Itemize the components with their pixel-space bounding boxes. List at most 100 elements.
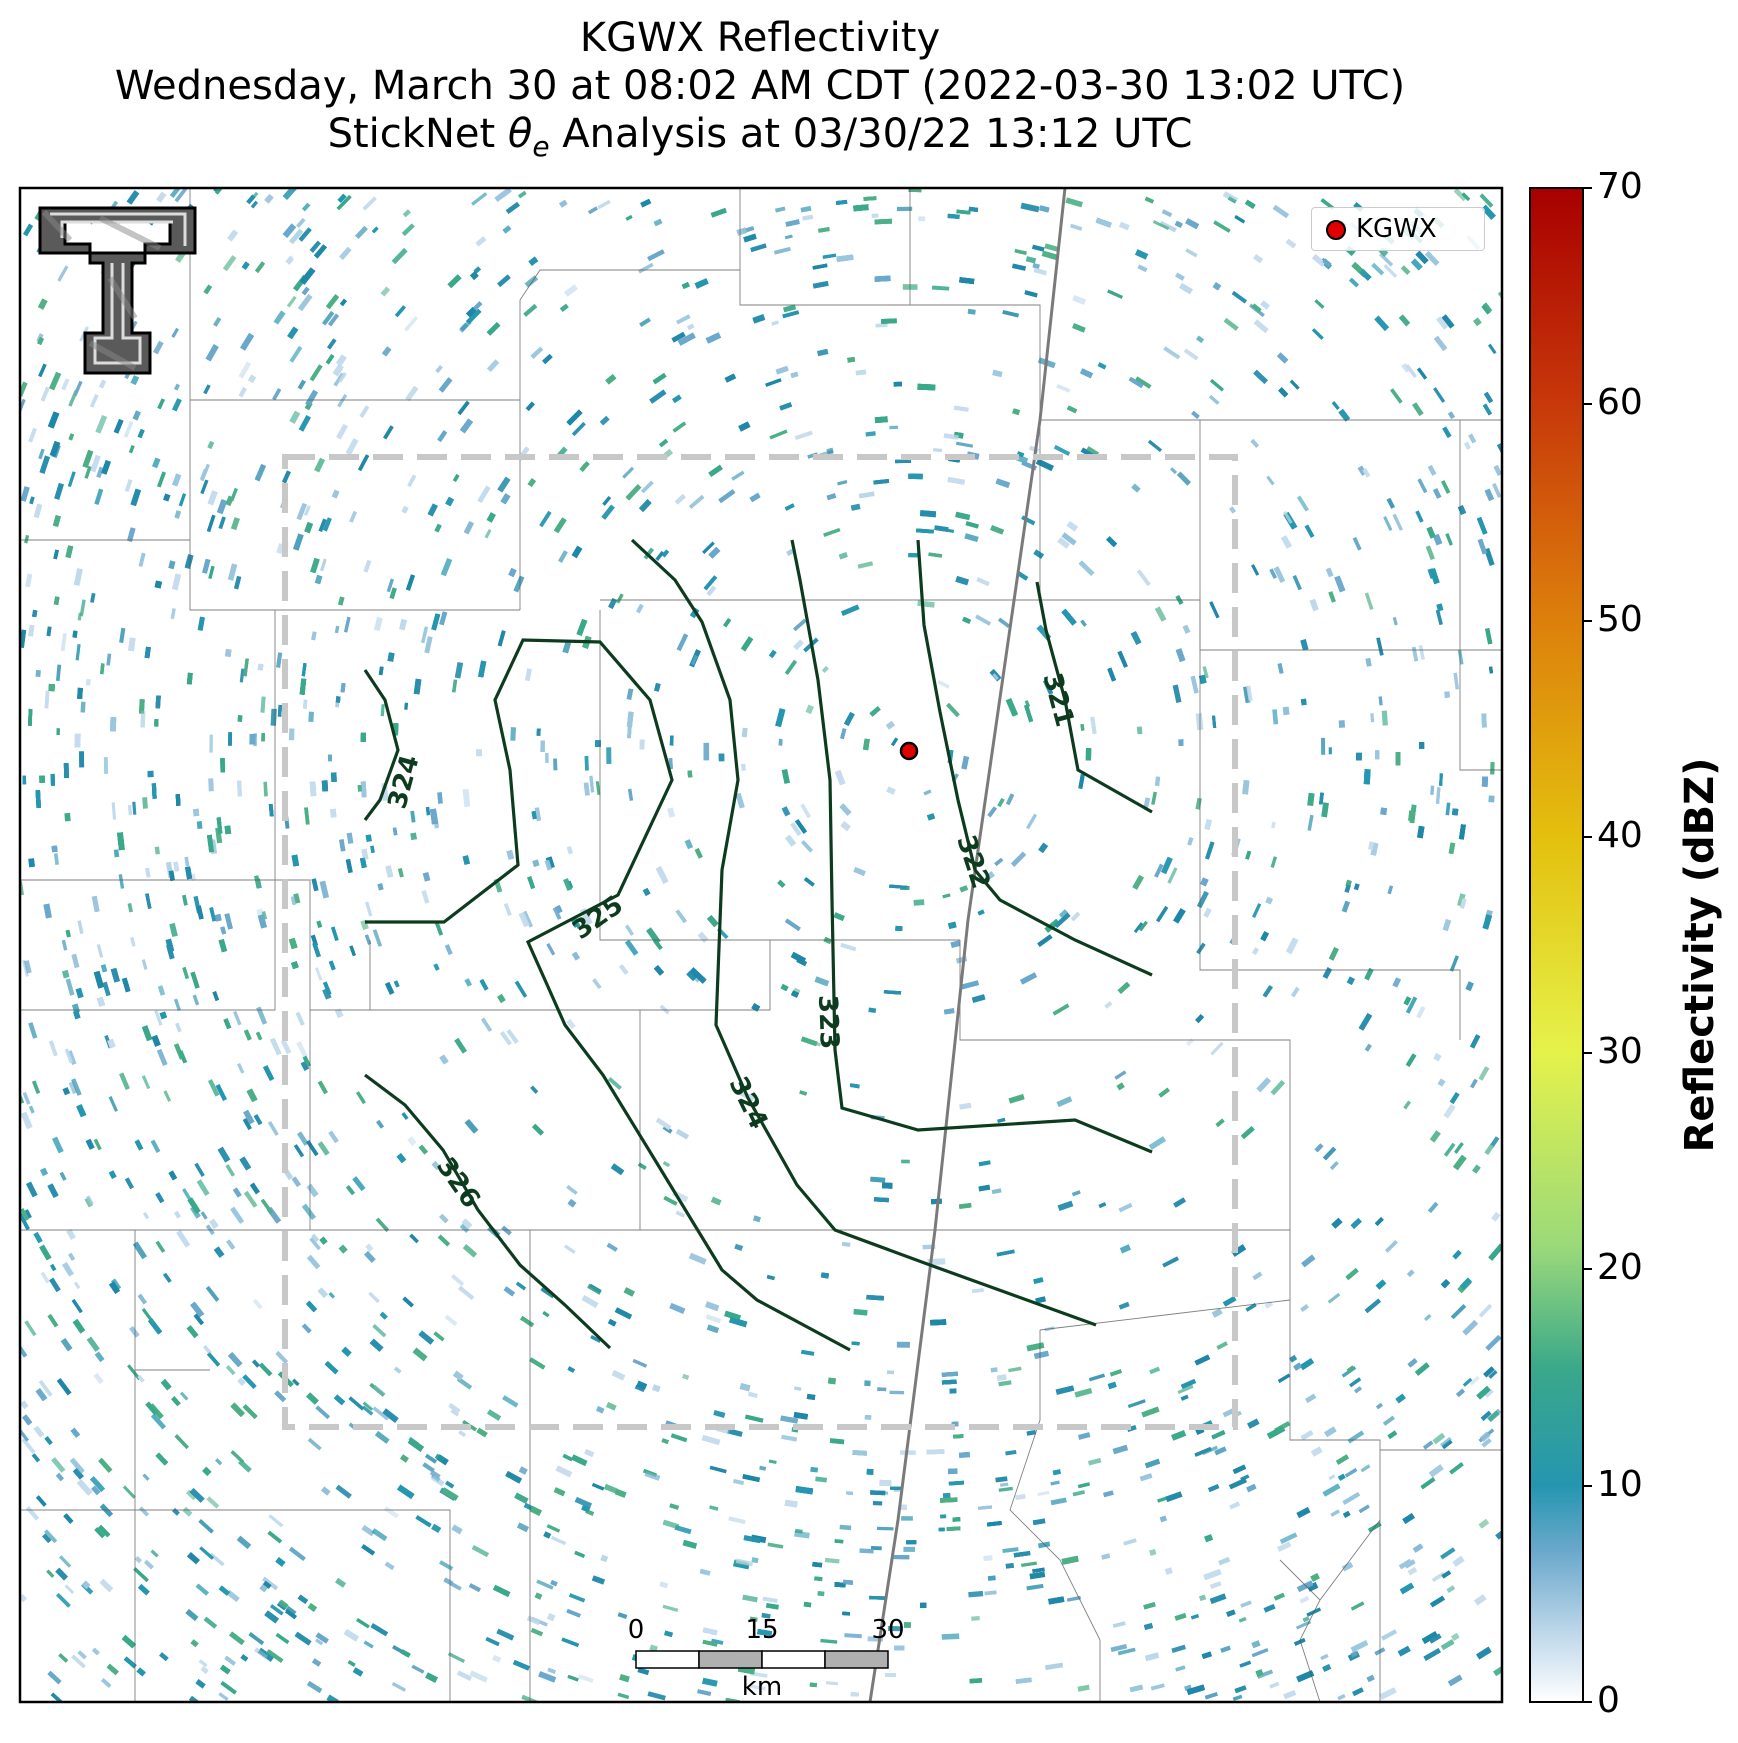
reflectivity-gate bbox=[163, 1090, 172, 1102]
reflectivity-gate bbox=[31, 1080, 41, 1094]
reflectivity-gate bbox=[1375, 1402, 1383, 1410]
reflectivity-gate bbox=[1171, 1644, 1186, 1653]
reflectivity-gate bbox=[1159, 1515, 1168, 1523]
reflectivity-gate bbox=[903, 1546, 915, 1552]
reflectivity-gate bbox=[1446, 1585, 1456, 1594]
reflectivity-gate bbox=[706, 1324, 720, 1334]
reflectivity-gate bbox=[773, 246, 791, 255]
reflectivity-gate bbox=[206, 1496, 220, 1509]
reflectivity-gate bbox=[1493, 464, 1502, 477]
reflectivity-gate bbox=[1462, 1319, 1479, 1336]
reflectivity-gate bbox=[85, 678, 91, 686]
reflectivity-gate bbox=[269, 1604, 284, 1616]
reflectivity-gate bbox=[1410, 258, 1423, 271]
reflectivity-gate bbox=[300, 1060, 310, 1071]
reflectivity-gate bbox=[288, 728, 295, 741]
reflectivity-gate bbox=[431, 1523, 442, 1534]
reflectivity-gate bbox=[1418, 644, 1425, 660]
reflectivity-gate bbox=[306, 1183, 319, 1198]
reflectivity-gate bbox=[381, 346, 392, 357]
reflectivity-gate bbox=[782, 304, 797, 313]
reflectivity-gate bbox=[1406, 1269, 1415, 1278]
reflectivity-gate bbox=[469, 1670, 488, 1683]
reflectivity-gate bbox=[285, 1605, 297, 1617]
reflectivity-gate bbox=[984, 1590, 997, 1596]
reflectivity-gate bbox=[1457, 650, 1464, 665]
reflectivity-gate bbox=[817, 348, 829, 357]
reflectivity-gate bbox=[530, 1627, 544, 1637]
reflectivity-gate bbox=[592, 978, 602, 990]
reflectivity-gate bbox=[248, 1632, 265, 1646]
reflectivity-gate bbox=[850, 503, 861, 511]
reflectivity-gate bbox=[859, 1548, 874, 1554]
reflectivity-gate bbox=[301, 1203, 317, 1220]
reflectivity-gate bbox=[391, 247, 408, 265]
reflectivity-gate bbox=[252, 1298, 263, 1310]
reflectivity-gate bbox=[786, 548, 795, 557]
reflectivity-gate bbox=[987, 1575, 996, 1581]
reflectivity-gate bbox=[1328, 1474, 1336, 1481]
reflectivity-gate bbox=[713, 1409, 726, 1418]
reflectivity-gate bbox=[662, 1519, 680, 1530]
reflectivity-gate bbox=[670, 1433, 688, 1443]
reflectivity-gate bbox=[497, 476, 511, 493]
reflectivity-gate bbox=[132, 1241, 148, 1260]
reflectivity-gate bbox=[80, 701, 86, 713]
reflectivity-gate bbox=[127, 903, 133, 913]
reflectivity-gate bbox=[1383, 264, 1398, 278]
reflectivity-gate bbox=[122, 1485, 136, 1499]
reflectivity-gate bbox=[157, 985, 166, 996]
reflectivity-gate bbox=[35, 1387, 48, 1402]
reflectivity-gate bbox=[1424, 1314, 1432, 1322]
reflectivity-gate bbox=[517, 190, 527, 199]
reflectivity-gate bbox=[998, 1380, 1012, 1387]
reflectivity-gate bbox=[1080, 619, 1087, 627]
reflectivity-gate bbox=[1295, 1620, 1312, 1630]
reflectivity-gate bbox=[514, 1492, 529, 1504]
reflectivity-gate bbox=[243, 1190, 258, 1208]
reflectivity-gate bbox=[1436, 316, 1449, 330]
reflectivity-gate bbox=[1449, 955, 1459, 972]
reflectivity-gate bbox=[259, 1584, 268, 1593]
reflectivity-gate bbox=[655, 550, 665, 561]
reflectivity-gate bbox=[784, 834, 797, 847]
reflectivity-gate bbox=[841, 1241, 851, 1247]
reflectivity-gate bbox=[298, 415, 311, 432]
reflectivity-gate bbox=[484, 529, 492, 539]
reflectivity-gate bbox=[174, 510, 182, 519]
reflectivity-gate bbox=[46, 626, 52, 637]
reflectivity-gate bbox=[793, 639, 804, 651]
reflectivity-gate bbox=[56, 728, 60, 736]
reflectivity-gate bbox=[374, 1430, 390, 1444]
reflectivity-gate bbox=[1429, 1130, 1441, 1143]
reflectivity-gate bbox=[486, 359, 500, 373]
reflectivity-gate bbox=[826, 447, 834, 455]
reflectivity-gate bbox=[1175, 1665, 1186, 1672]
reflectivity-gate bbox=[1353, 1386, 1363, 1394]
reflectivity-gate bbox=[137, 1293, 148, 1305]
reflectivity-gate bbox=[771, 320, 780, 326]
reflectivity-gate bbox=[941, 1633, 960, 1640]
reflectivity-gate bbox=[157, 471, 166, 488]
reflectivity-gate bbox=[1272, 204, 1290, 219]
reflectivity-gate bbox=[992, 369, 1003, 378]
reflectivity-gate bbox=[440, 557, 453, 577]
reflectivity-gate bbox=[872, 1501, 883, 1506]
reflectivity-gate bbox=[937, 679, 950, 689]
reflectivity-gate bbox=[1437, 1078, 1446, 1087]
reflectivity-gate bbox=[1228, 506, 1237, 514]
reflectivity-gate bbox=[170, 608, 176, 620]
reflectivity-gate bbox=[420, 626, 429, 644]
reflectivity-gate bbox=[578, 1674, 594, 1683]
reflectivity-gate bbox=[60, 633, 67, 652]
reflectivity-gate bbox=[793, 1386, 802, 1391]
reflectivity-gate bbox=[1149, 1366, 1161, 1375]
reflectivity-gate bbox=[1266, 475, 1275, 486]
reflectivity-gate bbox=[1058, 909, 1069, 919]
reflectivity-gate bbox=[675, 314, 691, 325]
reflectivity-gate bbox=[150, 1413, 167, 1430]
reflectivity-gate bbox=[1265, 896, 1274, 905]
reflectivity-gate bbox=[1170, 467, 1178, 475]
reflectivity-gate bbox=[781, 806, 791, 817]
